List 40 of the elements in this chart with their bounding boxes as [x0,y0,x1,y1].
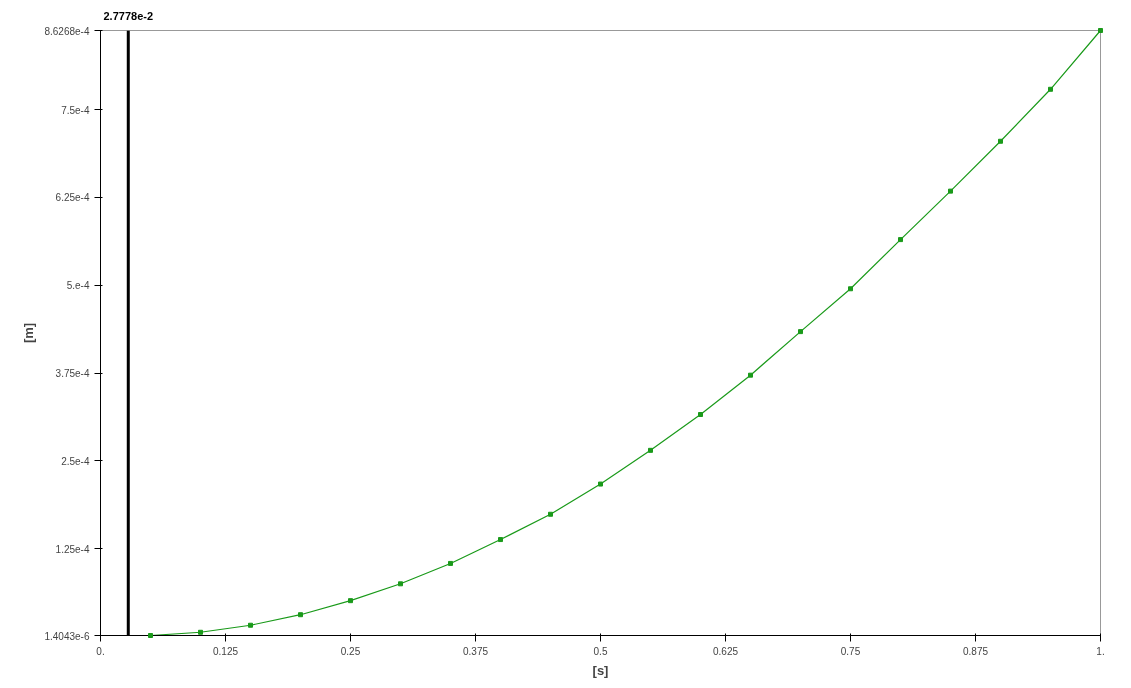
point [198,629,203,635]
x-tick-label: 0.625 [712,645,739,657]
point [348,598,353,604]
point [598,481,603,487]
x-tick-label: 1. [1096,645,1105,657]
point [998,138,1003,144]
point [798,329,803,335]
point [248,622,253,628]
point [1048,86,1053,92]
y-tick-label: 1.4043e-6 [44,630,90,642]
y-tick-label: 8.6268e-4 [44,25,90,37]
y-tick-label: 6.25e-4 [55,192,90,204]
point [848,286,853,292]
point [748,372,753,378]
point [498,537,503,543]
x-tick-label: 0.375 [462,645,489,657]
y-tick-label: 7.5e-4 [61,104,90,116]
point [548,511,553,517]
x-tick-label: 0.75 [840,645,861,657]
point [1098,28,1103,33]
x-tick-label: 0. [96,645,105,657]
point [448,560,453,566]
point [898,237,903,243]
x-tick-label: 0.5 [593,645,608,657]
x-tick-label: 0.875 [962,645,989,657]
point [148,633,153,638]
point [698,412,703,418]
y-axis-title: [m] [21,322,37,344]
x-tick-label: 0.25 [340,645,361,657]
point [948,188,953,194]
y-tick-label: 1.25e-4 [55,543,90,555]
ref-line-label: 2.7778e-2 [103,9,154,22]
y-tick-label: 2.5e-4 [61,455,90,467]
point [648,447,653,453]
point [398,581,403,587]
y-tick-label: 5.e-4 [66,280,90,292]
x-tick-label: 0.125 [212,645,239,657]
y-tick-label: 3.75e-4 [55,368,90,380]
x-axis-title: [s] [592,662,609,678]
point [298,612,303,618]
